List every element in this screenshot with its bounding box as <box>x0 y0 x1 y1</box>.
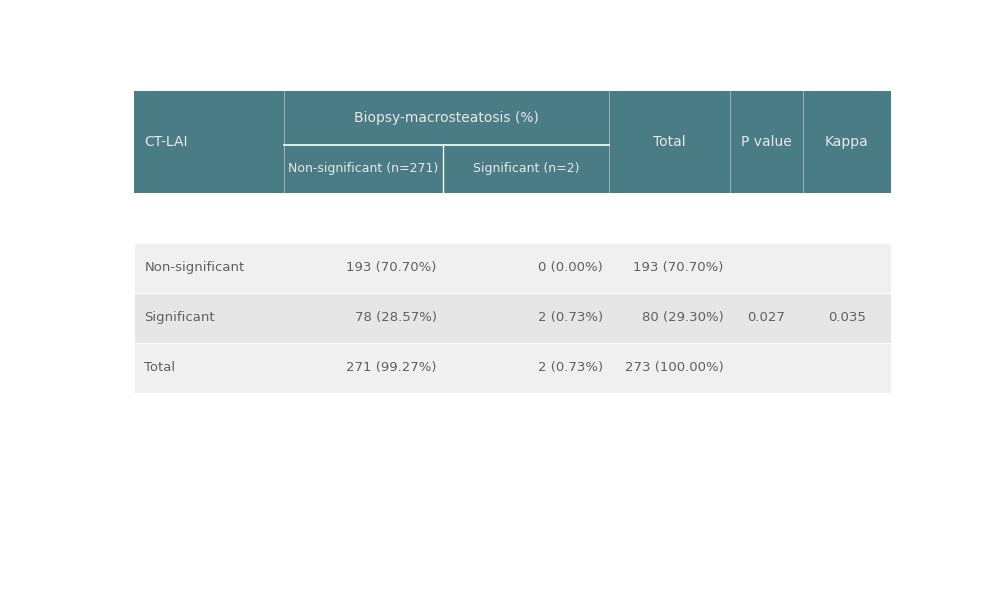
FancyBboxPatch shape <box>134 343 891 392</box>
Text: 0.035: 0.035 <box>828 311 866 324</box>
Text: 80 (29.30%): 80 (29.30%) <box>642 311 723 324</box>
Text: P value: P value <box>741 135 792 149</box>
Text: 2 (0.73%): 2 (0.73%) <box>538 311 603 324</box>
FancyBboxPatch shape <box>134 145 891 193</box>
Text: 193 (70.70%): 193 (70.70%) <box>346 262 437 274</box>
Text: Non-significant (n=271): Non-significant (n=271) <box>288 162 438 175</box>
Text: Total: Total <box>653 135 686 149</box>
Text: Kappa: Kappa <box>825 135 869 149</box>
Text: Non-significant: Non-significant <box>144 262 245 274</box>
Text: CT-LAI: CT-LAI <box>144 135 188 149</box>
FancyBboxPatch shape <box>134 293 891 343</box>
Text: Significant (n=2): Significant (n=2) <box>473 162 579 175</box>
FancyBboxPatch shape <box>134 243 891 293</box>
Text: 193 (70.70%): 193 (70.70%) <box>633 262 723 274</box>
Text: 271 (99.27%): 271 (99.27%) <box>346 361 437 374</box>
Text: 2 (0.73%): 2 (0.73%) <box>538 361 603 374</box>
Text: 0.027: 0.027 <box>747 311 785 324</box>
FancyBboxPatch shape <box>134 91 891 145</box>
Text: 78 (28.57%): 78 (28.57%) <box>355 311 437 324</box>
Text: Significant: Significant <box>144 311 215 324</box>
Text: 273 (100.00%): 273 (100.00%) <box>625 361 723 374</box>
Text: Biopsy-macrosteatosis (%): Biopsy-macrosteatosis (%) <box>354 111 539 125</box>
Text: 0 (0.00%): 0 (0.00%) <box>538 262 603 274</box>
Text: Total: Total <box>144 361 176 374</box>
